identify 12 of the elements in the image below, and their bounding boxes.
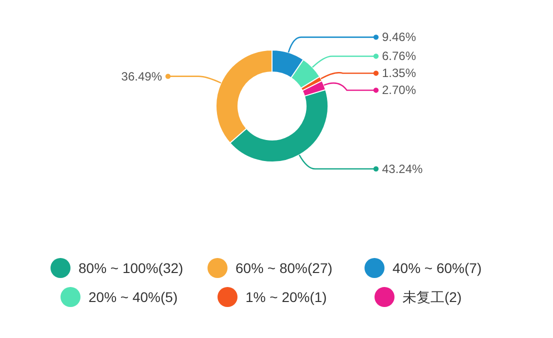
legend-label: 未复工(2) [402, 289, 462, 305]
data-label: 6.76% [382, 49, 416, 64]
data-label: 36.49% [121, 69, 162, 84]
legend-label: 1% ~ 20%(1) [246, 289, 327, 305]
legend-label: 40% ~ 60%(7) [392, 260, 482, 276]
data-label: 9.46% [382, 30, 416, 44]
legend-label: 80% ~ 100%(32) [78, 260, 184, 276]
data-label: 2.70% [382, 83, 416, 98]
data-label: 1.35% [382, 66, 416, 80]
legend-label: 20% ~ 40%(5) [88, 289, 178, 305]
legend-label: 60% ~ 80%(27) [236, 260, 332, 276]
data-label: 43.24% [382, 162, 424, 176]
